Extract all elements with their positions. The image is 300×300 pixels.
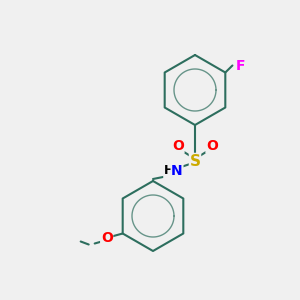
Text: F: F xyxy=(236,58,245,73)
Text: N: N xyxy=(171,164,183,178)
Text: O: O xyxy=(101,232,112,245)
Text: O: O xyxy=(172,139,184,153)
Text: S: S xyxy=(190,154,200,169)
Text: O: O xyxy=(206,139,218,153)
Text: H: H xyxy=(164,164,174,178)
